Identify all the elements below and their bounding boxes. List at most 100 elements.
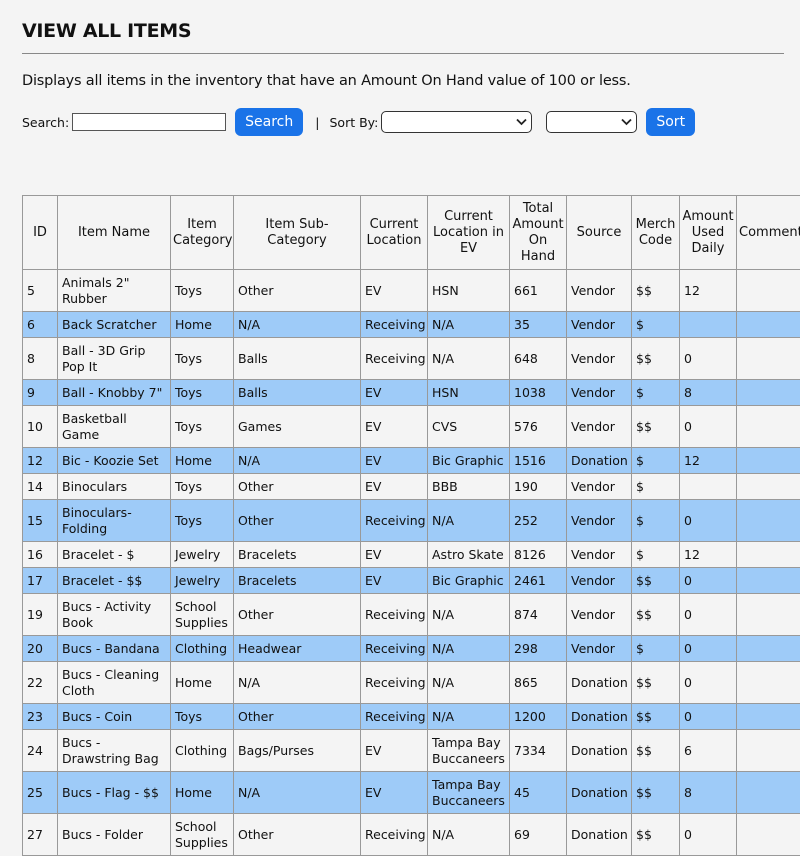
cell-comment bbox=[737, 338, 800, 380]
cell-item-name: Bucs - Coin bbox=[58, 704, 171, 730]
column-header-amount-used-daily[interactable]: Amount Used Daily bbox=[680, 196, 737, 270]
cell-item-sub-category: Other bbox=[234, 814, 361, 856]
cell-item-name: Binoculars bbox=[58, 474, 171, 500]
cell-amount-used-daily bbox=[680, 474, 737, 500]
cell-item-name: Bucs - Folder bbox=[58, 814, 171, 856]
cell-current-location-in-ev: N/A bbox=[428, 312, 510, 338]
cell-current-location-in-ev: HSN bbox=[428, 380, 510, 406]
cell-item-category: Clothing bbox=[171, 636, 234, 662]
cell-id: 16 bbox=[23, 542, 58, 568]
cell-id: 22 bbox=[23, 662, 58, 704]
toolbar-separator: | bbox=[315, 115, 319, 130]
cell-item-sub-category: Headwear bbox=[234, 636, 361, 662]
cell-id: 23 bbox=[23, 704, 58, 730]
sort-button[interactable]: Sort bbox=[646, 108, 695, 136]
cell-item-category: Jewelry bbox=[171, 568, 234, 594]
cell-source: Vendor bbox=[567, 594, 632, 636]
cell-amount-used-daily bbox=[680, 312, 737, 338]
cell-merch-code: $ bbox=[632, 380, 680, 406]
cell-id: 17 bbox=[23, 568, 58, 594]
cell-comment bbox=[737, 568, 800, 594]
column-header-item-category[interactable]: Item Category bbox=[171, 196, 234, 270]
cell-merch-code: $ bbox=[632, 474, 680, 500]
cell-item-sub-category: Balls bbox=[234, 380, 361, 406]
inventory-table-container: ID Item Name Item Category Item Sub-Cate… bbox=[22, 195, 800, 856]
cell-total-amount-on-hand: 2461 bbox=[510, 568, 567, 594]
cell-amount-used-daily: 0 bbox=[680, 704, 737, 730]
cell-amount-used-daily: 0 bbox=[680, 406, 737, 448]
column-header-current-location[interactable]: Current Location bbox=[361, 196, 428, 270]
column-header-comment[interactable]: Comment bbox=[737, 196, 800, 270]
cell-total-amount-on-hand: 69 bbox=[510, 814, 567, 856]
page-description: Displays all items in the inventory that… bbox=[22, 73, 631, 89]
cell-item-name: Animals 2" Rubber bbox=[58, 270, 171, 312]
cell-total-amount-on-hand: 648 bbox=[510, 338, 567, 380]
column-header-source[interactable]: Source bbox=[567, 196, 632, 270]
cell-merch-code: $ bbox=[632, 448, 680, 474]
cell-id: 6 bbox=[23, 312, 58, 338]
column-header-total-amount-on-hand[interactable]: Total Amount On Hand bbox=[510, 196, 567, 270]
column-header-item-sub-category[interactable]: Item Sub-Category bbox=[234, 196, 361, 270]
cell-item-name: Bic - Koozie Set bbox=[58, 448, 171, 474]
page-title: VIEW ALL ITEMS bbox=[22, 20, 191, 42]
cell-merch-code: $$ bbox=[632, 772, 680, 814]
cell-source: Donation bbox=[567, 662, 632, 704]
cell-item-name: Ball - 3D Grip Pop It bbox=[58, 338, 171, 380]
column-header-id[interactable]: ID bbox=[23, 196, 58, 270]
cell-item-category: Toys bbox=[171, 270, 234, 312]
cell-comment bbox=[737, 730, 800, 772]
cell-item-category: Toys bbox=[171, 406, 234, 448]
cell-amount-used-daily: 12 bbox=[680, 270, 737, 312]
sort-field-select[interactable] bbox=[381, 111, 532, 133]
cell-source: Vendor bbox=[567, 338, 632, 380]
cell-source: Vendor bbox=[567, 270, 632, 312]
cell-item-sub-category: N/A bbox=[234, 312, 361, 338]
cell-current-location-in-ev: N/A bbox=[428, 594, 510, 636]
column-header-item-name[interactable]: Item Name bbox=[58, 196, 171, 270]
search-input[interactable] bbox=[72, 113, 226, 131]
cell-item-name: Ball - Knobby 7" bbox=[58, 380, 171, 406]
cell-item-sub-category: Bags/Purses bbox=[234, 730, 361, 772]
sort-order-select[interactable] bbox=[546, 111, 637, 133]
cell-merch-code: $ bbox=[632, 636, 680, 662]
cell-total-amount-on-hand: 576 bbox=[510, 406, 567, 448]
cell-total-amount-on-hand: 190 bbox=[510, 474, 567, 500]
column-header-current-location-in-ev[interactable]: Current Location in EV bbox=[428, 196, 510, 270]
cell-current-location: Receiving bbox=[361, 636, 428, 662]
column-header-merch-code[interactable]: Merch Code bbox=[632, 196, 680, 270]
cell-source: Vendor bbox=[567, 500, 632, 542]
cell-total-amount-on-hand: 1516 bbox=[510, 448, 567, 474]
cell-item-sub-category: Balls bbox=[234, 338, 361, 380]
cell-item-name: Binoculars-Folding bbox=[58, 500, 171, 542]
cell-current-location: EV bbox=[361, 448, 428, 474]
cell-id: 25 bbox=[23, 772, 58, 814]
cell-current-location: EV bbox=[361, 542, 428, 568]
cell-id: 15 bbox=[23, 500, 58, 542]
cell-comment bbox=[737, 772, 800, 814]
cell-source: Vendor bbox=[567, 636, 632, 662]
cell-total-amount-on-hand: 298 bbox=[510, 636, 567, 662]
search-label: Search: bbox=[22, 115, 69, 130]
cell-amount-used-daily: 0 bbox=[680, 568, 737, 594]
cell-merch-code: $$ bbox=[632, 338, 680, 380]
cell-total-amount-on-hand: 874 bbox=[510, 594, 567, 636]
table-header-row: ID Item Name Item Category Item Sub-Cate… bbox=[23, 196, 800, 270]
cell-item-name: Bucs - Activity Book bbox=[58, 594, 171, 636]
cell-item-sub-category: Other bbox=[234, 704, 361, 730]
cell-current-location-in-ev: Astro Skate bbox=[428, 542, 510, 568]
search-button[interactable]: Search bbox=[235, 108, 303, 136]
cell-current-location: EV bbox=[361, 270, 428, 312]
cell-current-location-in-ev: N/A bbox=[428, 500, 510, 542]
cell-item-category: Home bbox=[171, 312, 234, 338]
cell-current-location: Receiving bbox=[361, 500, 428, 542]
cell-amount-used-daily: 0 bbox=[680, 338, 737, 380]
cell-merch-code: $ bbox=[632, 312, 680, 338]
cell-comment bbox=[737, 636, 800, 662]
cell-current-location-in-ev: CVS bbox=[428, 406, 510, 448]
